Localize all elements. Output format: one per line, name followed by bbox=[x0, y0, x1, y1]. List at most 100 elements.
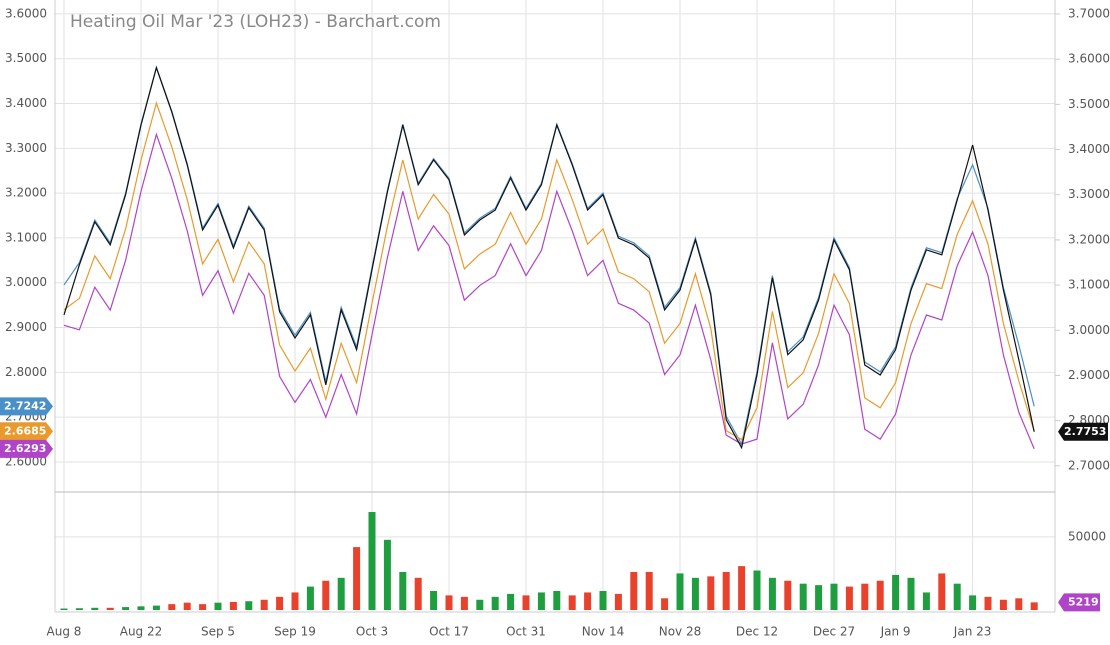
volume-bar bbox=[291, 592, 299, 610]
volume-bar bbox=[999, 599, 1007, 610]
y2-tick-label: 3.1000 bbox=[1068, 278, 1110, 292]
y-tick-label: 2.8000 bbox=[5, 365, 47, 379]
volume-bar bbox=[722, 571, 730, 610]
volume-bar bbox=[753, 570, 761, 610]
volume-bar bbox=[383, 539, 391, 610]
volume-bar bbox=[584, 592, 592, 610]
volume-bar bbox=[876, 580, 884, 610]
volume-bar bbox=[845, 586, 853, 610]
volume-bar bbox=[984, 596, 992, 610]
volume-bar bbox=[614, 593, 622, 610]
last-price-badge bbox=[0, 422, 53, 441]
y-tick-label: 3.5000 bbox=[5, 51, 47, 65]
last-price-label: 2.7753 bbox=[1064, 425, 1106, 438]
volume-bar bbox=[861, 583, 869, 610]
volume-bar bbox=[337, 577, 345, 610]
volume-bar bbox=[183, 602, 191, 610]
x-tick-label: Dec 27 bbox=[813, 625, 855, 639]
last-price-label: 2.7242 bbox=[4, 399, 46, 412]
y2-tick-label: 3.6000 bbox=[1068, 52, 1110, 66]
volume-bar bbox=[60, 608, 68, 610]
y-tick-label: 3.1000 bbox=[5, 230, 47, 244]
volume-bar bbox=[91, 607, 99, 610]
y2-tick-label: 3.3000 bbox=[1068, 187, 1110, 201]
volume-bar bbox=[969, 595, 977, 610]
volume-bar bbox=[276, 596, 284, 610]
volume-bar bbox=[784, 580, 792, 610]
y-tick-label: 3.6000 bbox=[5, 6, 47, 20]
x-tick-label: Oct 3 bbox=[356, 625, 388, 639]
last-price-label: 2.6293 bbox=[4, 442, 46, 455]
volume-bar bbox=[553, 590, 561, 610]
volume-bar bbox=[75, 608, 83, 610]
y2-tick-label: 3.4000 bbox=[1068, 142, 1110, 156]
volume-bar bbox=[599, 590, 607, 610]
volume-bar bbox=[799, 583, 807, 610]
chart-title: Heating Oil Mar '23 (LOH23) - Barchart.c… bbox=[70, 12, 441, 32]
volume-bar bbox=[768, 577, 776, 610]
x-tick-label: Sep 5 bbox=[201, 625, 235, 639]
last-price-label: 2.6685 bbox=[4, 424, 46, 437]
y-tick-label: 2.6000 bbox=[5, 454, 47, 468]
price-line bbox=[63, 132, 1035, 450]
last-volume-badge bbox=[1058, 593, 1100, 612]
volume-bar bbox=[260, 599, 268, 610]
x-tick-label: Nov 28 bbox=[659, 625, 702, 639]
volume-bar bbox=[399, 571, 407, 610]
volume-bar bbox=[306, 586, 314, 610]
x-tick-label: Jan 9 bbox=[880, 625, 911, 639]
volume-bar bbox=[815, 585, 823, 610]
volume-bar bbox=[676, 573, 684, 610]
x-tick-label: Oct 31 bbox=[506, 625, 546, 639]
price-line bbox=[63, 65, 1035, 446]
last-price-badge bbox=[1058, 422, 1108, 441]
volume-bar bbox=[953, 583, 961, 610]
x-tick-label: Aug 22 bbox=[120, 625, 163, 639]
price-line bbox=[63, 101, 1035, 441]
volume-bar bbox=[738, 566, 746, 610]
volume-bar bbox=[460, 596, 468, 610]
x-tick-label: Sep 19 bbox=[274, 625, 316, 639]
volume-bar bbox=[507, 593, 515, 610]
volume-bar bbox=[630, 571, 638, 610]
y-tick-label: 3.2000 bbox=[5, 186, 47, 200]
volume-bar bbox=[661, 598, 669, 610]
x-tick-label: Nov 14 bbox=[582, 625, 625, 639]
x-tick-label: Aug 8 bbox=[47, 625, 82, 639]
volume-bar bbox=[168, 604, 176, 610]
last-price-badge bbox=[0, 439, 53, 458]
x-tick-label: Oct 17 bbox=[429, 625, 469, 639]
volume-bar bbox=[522, 595, 530, 610]
volume-bar bbox=[691, 577, 699, 610]
volume-bar bbox=[537, 592, 545, 610]
volume-bar bbox=[152, 605, 160, 610]
volume-bar bbox=[414, 577, 422, 610]
last-price-badge bbox=[0, 397, 53, 416]
y2-tick-label: 3.7000 bbox=[1068, 7, 1110, 21]
volume-bar bbox=[645, 571, 653, 610]
volume-bar bbox=[322, 580, 330, 610]
x-tick-label: Jan 23 bbox=[953, 625, 992, 639]
volume-bar bbox=[445, 595, 453, 610]
volume-bar bbox=[907, 577, 915, 610]
y2-tick-label: 3.2000 bbox=[1068, 232, 1110, 246]
volume-bar bbox=[830, 583, 838, 610]
x-tick-label: Dec 12 bbox=[736, 625, 778, 639]
y-tick-label: 3.4000 bbox=[5, 96, 47, 110]
y-tick-label: 3.0000 bbox=[5, 275, 47, 289]
volume-bar bbox=[568, 595, 576, 610]
volume-bar bbox=[1015, 598, 1023, 610]
volume-bar bbox=[368, 512, 376, 610]
volume-bar bbox=[922, 592, 930, 610]
volume-bar bbox=[229, 601, 237, 610]
volume-bar bbox=[199, 604, 207, 610]
volume-bar bbox=[106, 607, 114, 610]
volume-bar bbox=[476, 599, 484, 610]
y2-tick-label: 2.9000 bbox=[1068, 368, 1110, 382]
volume-bar bbox=[137, 606, 145, 610]
y-tick-label: 50000 bbox=[1068, 529, 1106, 543]
volume-bar bbox=[938, 573, 946, 610]
volume-bar bbox=[707, 576, 715, 610]
volume-bar bbox=[214, 602, 222, 610]
